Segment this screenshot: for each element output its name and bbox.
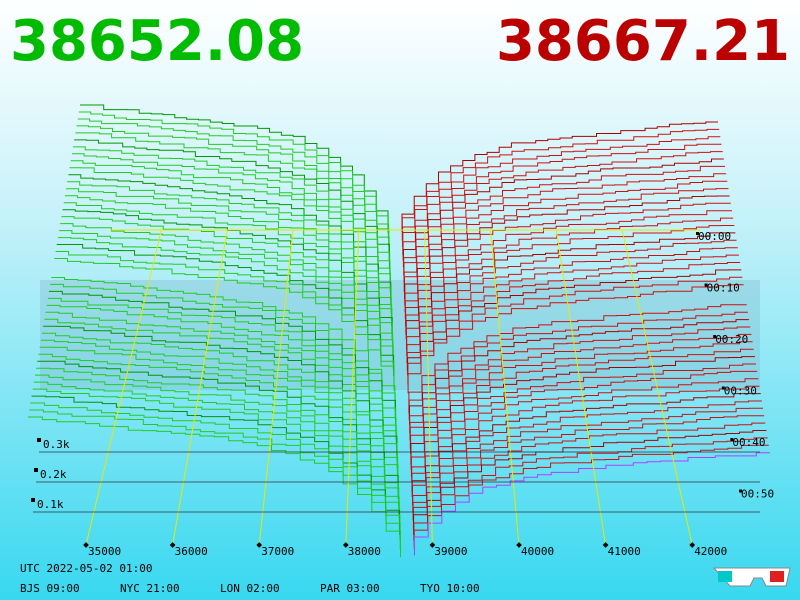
depth-curve	[54, 258, 395, 391]
depth-curve	[403, 180, 728, 292]
depth-label: 0.1k	[37, 498, 64, 511]
depth-curve	[411, 378, 759, 482]
depth-curve	[57, 237, 394, 370]
depth-curve	[78, 111, 389, 239]
price-label: 42000	[694, 545, 727, 558]
depth-curve	[401, 121, 718, 232]
depth-curve	[408, 311, 748, 421]
grid-line	[489, 229, 520, 546]
depth-curve	[73, 146, 391, 275]
depth-curve	[28, 416, 401, 558]
depth-curve	[68, 174, 392, 306]
depth-curve	[67, 181, 392, 313]
zone-time: NYC 21:00	[120, 582, 180, 595]
bid-price: 38652.08	[10, 9, 304, 74]
depth-curve	[43, 325, 398, 461]
time-label: 00:10	[707, 282, 740, 295]
depth-curve	[404, 202, 731, 312]
depth-curve	[412, 407, 763, 513]
depth-curve	[411, 385, 760, 492]
depth-curve	[414, 452, 770, 556]
price-label: 37000	[261, 545, 294, 558]
depth-curve	[410, 348, 754, 455]
tick-mark	[704, 283, 708, 287]
tick-mark	[689, 542, 696, 548]
grid-line	[424, 229, 433, 546]
grid-line	[85, 229, 162, 546]
depth-curve	[39, 346, 399, 483]
depth-curve	[407, 284, 744, 394]
tick-mark	[256, 542, 263, 548]
depth-curve	[409, 326, 751, 434]
tick-mark	[34, 468, 38, 472]
depth-curve	[59, 230, 394, 364]
depth-curve	[404, 188, 729, 300]
tick-mark	[730, 438, 734, 441]
depth-curve	[407, 276, 743, 385]
tick-mark	[342, 542, 349, 548]
depth-curve	[407, 269, 742, 376]
depth-curve	[60, 223, 394, 356]
tick-mark	[37, 438, 41, 442]
time-label: 00:40	[732, 436, 765, 449]
zone-time: LON 02:00	[220, 582, 280, 595]
tick-mark	[713, 335, 717, 338]
grid-line	[345, 229, 360, 546]
depth-label: 0.3k	[43, 438, 70, 451]
tick-mark	[739, 489, 742, 493]
depth-curve	[45, 311, 397, 446]
glasses-icon	[712, 567, 791, 587]
depth-curves	[28, 104, 770, 558]
price-label: 40000	[521, 545, 554, 558]
tick-mark	[169, 542, 176, 548]
depth-curve	[36, 367, 399, 507]
grid-line	[621, 229, 693, 546]
utc-time: UTC 2022-05-02 01:00	[20, 562, 152, 575]
grid-line	[172, 229, 228, 546]
time-label: 00:50	[741, 488, 774, 501]
zone-time: BJS 09:00	[20, 582, 80, 595]
depth-curve	[40, 339, 398, 477]
tick-mark	[83, 542, 89, 548]
zone-time: TYO 10:00	[420, 582, 480, 595]
price-label: 36000	[175, 545, 208, 558]
zone-time: PAR 03:00	[320, 582, 380, 595]
depth-curve	[51, 277, 396, 411]
time-label: 00:00	[698, 230, 731, 243]
price-label: 41000	[608, 545, 641, 558]
tick-mark	[429, 542, 436, 548]
depth-curve	[30, 402, 401, 541]
tick-mark	[31, 498, 35, 502]
depth-curve	[75, 132, 390, 260]
tick-mark	[516, 542, 522, 548]
time-label: 00:30	[724, 385, 757, 398]
ask-price: 38667.21	[496, 9, 790, 74]
depth-curve	[77, 118, 390, 246]
time-label: 00:20	[715, 333, 748, 346]
depth-curve	[38, 353, 399, 490]
tick-mark	[721, 386, 725, 390]
grid-line	[258, 229, 294, 546]
price-label: 38000	[348, 545, 381, 558]
grid-line	[555, 229, 607, 546]
depth-curve	[402, 151, 723, 261]
depth-curve	[61, 216, 393, 347]
tick-mark	[602, 542, 609, 548]
tick-mark	[696, 232, 699, 235]
depth-curve	[402, 143, 722, 255]
price-label: 35000	[88, 545, 121, 558]
axes: 35000 36000 37000 38000 39000 40000 41000 42000…	[31, 229, 774, 558]
depth-curve	[412, 422, 766, 529]
depth-curve	[408, 304, 747, 413]
depth-curve	[31, 395, 401, 535]
depth-curve	[33, 381, 400, 519]
depth-label: 0.2k	[40, 468, 67, 481]
depth-curve	[403, 165, 725, 276]
price-label: 39000	[434, 545, 467, 558]
